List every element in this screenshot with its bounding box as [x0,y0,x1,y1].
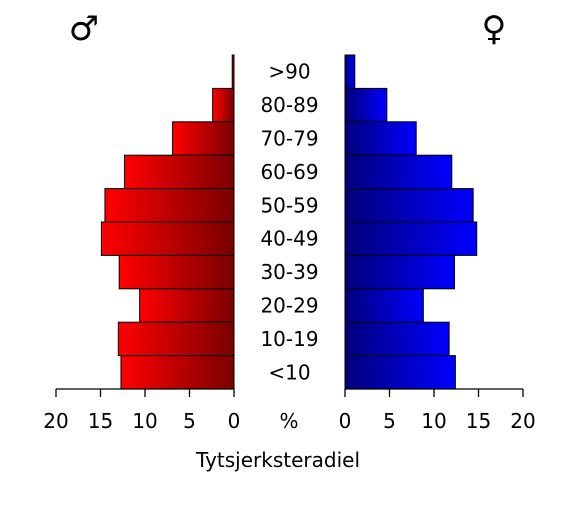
female-bar [344,87,388,123]
female-bar [344,188,474,223]
female-bar [344,321,450,357]
female-tick-label: 15 [466,409,491,433]
age-group-label: 60-69 [260,160,318,184]
female-tick-label: 5 [383,409,396,433]
age-group-label: 10-19 [260,327,318,351]
male-bar [100,221,235,256]
male-tick-label: 15 [88,409,113,433]
male-bar [231,54,235,89]
age-group-label: <10 [268,360,310,384]
age-group-label: >90 [268,60,310,84]
age-group-label: 80-89 [260,93,318,117]
male-bar [172,121,235,156]
female-bar [344,54,356,89]
male-bars [100,54,235,390]
female-bar [344,288,424,323]
male-symbol-icon: ♂ [69,9,99,49]
male-bar [212,87,235,123]
male-bar [139,288,235,323]
female-bar [344,221,478,256]
age-group-label: 20-29 [260,294,318,318]
male-bar [124,154,235,190]
male-tick-label: 5 [183,409,196,433]
female-bars [344,54,478,390]
age-group-label: 70-79 [260,127,318,151]
female-symbol-icon: ♀ [482,9,507,49]
age-group-label: 40-49 [260,227,318,251]
age-group-label: 50-59 [260,193,318,217]
male-tick-label: 0 [228,409,241,433]
female-tick-label: 20 [510,409,535,433]
x-axis-ticks: 0 0 5 5 10 10 15 15 20 20 [43,389,536,433]
male-bar [118,254,235,290]
unit-label: % [279,409,298,433]
female-tick-label: 10 [421,409,446,433]
male-tick-label: 20 [43,409,68,433]
female-bar [344,154,453,190]
female-bar [344,355,456,390]
male-bar [120,355,235,390]
male-bar [104,188,235,223]
male-tick-label: 10 [132,409,157,433]
chart-caption: Tytsjerksteradiel [195,448,360,472]
age-group-labels: >90 80-89 70-79 60-69 50-59 40-49 30-39 20-29 10… [260,60,318,385]
male-bar [117,321,235,357]
female-bar [344,121,417,156]
female-tick-label: 0 [339,409,352,433]
age-group-label: 30-39 [260,260,318,284]
female-bar [344,254,455,290]
